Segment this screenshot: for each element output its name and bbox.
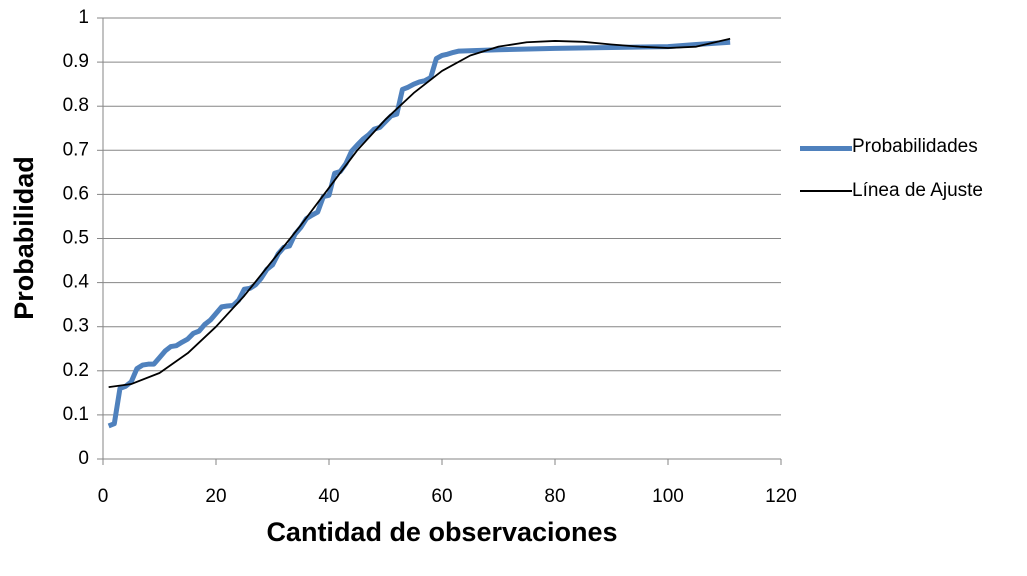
y-tick-label: 0 — [78, 448, 89, 469]
x-axis-title: Cantidad de observaciones — [266, 517, 617, 547]
x-tick-label: 80 — [544, 486, 565, 507]
y-tick-label: 0.7 — [63, 139, 89, 160]
legend-label: Línea de Ajuste — [852, 180, 983, 201]
y-tick-label: 0.5 — [63, 228, 89, 249]
legend-swatch — [800, 146, 852, 151]
series-line — [108, 37, 731, 389]
x-tick-label: 120 — [765, 486, 797, 507]
y-tick-label: 0.6 — [63, 183, 89, 204]
legend-label: Probabilidades — [852, 136, 978, 157]
x-tick-label: 40 — [318, 486, 339, 507]
y-tick-label: 1 — [78, 7, 89, 28]
y-tick-label: 0.9 — [63, 51, 89, 72]
x-tick-label: 100 — [652, 486, 684, 507]
series-line — [107, 39, 731, 429]
x-tick-label: 60 — [431, 486, 452, 507]
legend-swatch — [800, 190, 852, 192]
x-tick-label: 20 — [205, 486, 226, 507]
legend-item: Línea de Ajuste — [800, 178, 1022, 204]
y-tick-label: 0.3 — [63, 316, 89, 337]
x-tick-label: 0 — [98, 486, 109, 507]
y-tick-label: 0.1 — [63, 404, 89, 425]
y-axis-title: Probabilidad — [9, 156, 39, 320]
y-tick-label: 0.2 — [63, 360, 89, 381]
legend-item: Probabilidades — [800, 134, 1022, 160]
y-tick-label: 0.8 — [63, 95, 89, 116]
y-tick-label: 0.4 — [63, 272, 90, 293]
